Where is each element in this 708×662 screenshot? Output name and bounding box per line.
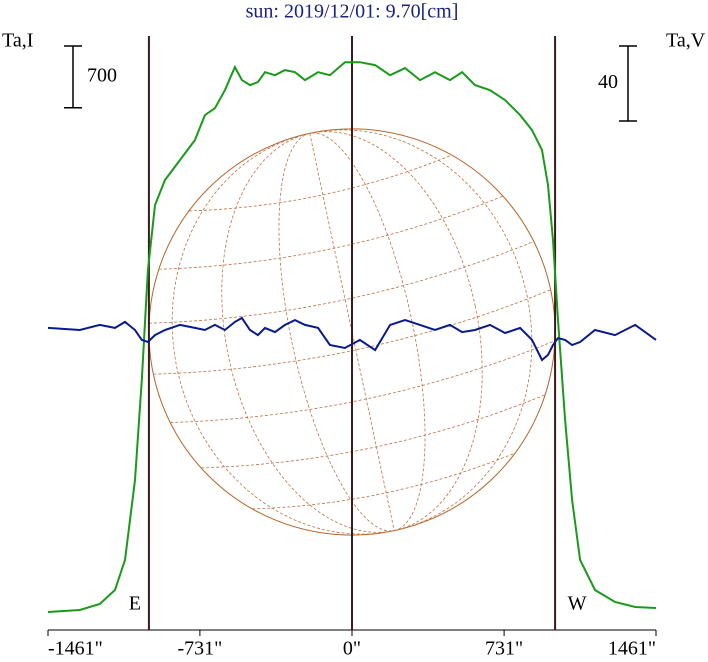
heliographic-grid — [149, 129, 556, 535]
parallel — [188, 154, 452, 212]
scale-bar-label: 40 — [598, 71, 618, 93]
limb-label: E — [129, 593, 141, 615]
parallel — [201, 394, 546, 469]
limb-label: W — [568, 593, 587, 615]
parallel — [252, 452, 516, 510]
x-tick-label: 1461" — [608, 638, 656, 660]
parallel — [153, 289, 551, 375]
parallel — [158, 195, 504, 270]
x-tick-label: 0" — [343, 638, 361, 660]
chart-title: sun: 2019/12/01: 9.70[cm] — [246, 1, 459, 23]
legend-label: Ta,V — [666, 30, 706, 52]
series-line — [47, 61, 657, 613]
parallel — [170, 340, 556, 423]
x-tick-label: -731" — [177, 638, 222, 660]
series-line — [47, 316, 657, 362]
parallel — [149, 241, 534, 324]
legend-label: Ta,I — [2, 30, 33, 52]
x-tick-label: -1461" — [48, 638, 103, 660]
x-tick-label: 731" — [485, 638, 523, 660]
scale-bar-label: 700 — [87, 64, 117, 86]
meridian — [309, 133, 395, 531]
